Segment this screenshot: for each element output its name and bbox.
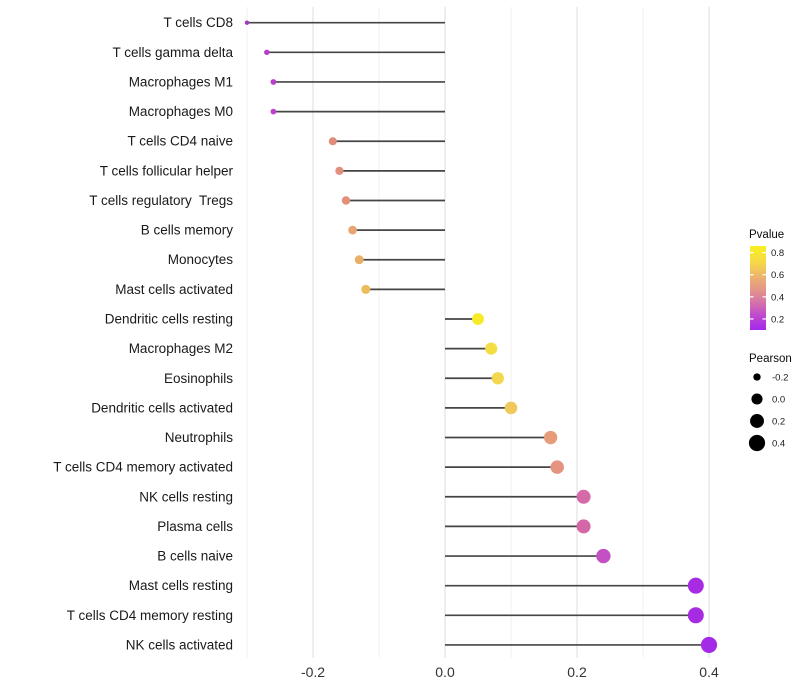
lollipop-dot — [485, 342, 498, 355]
row-label: NK cells activated — [126, 637, 233, 652]
grid-lines — [246, 7, 710, 658]
row-label: NK cells resting — [139, 489, 233, 504]
row-label: Macrophages M0 — [129, 104, 233, 119]
lollipop-dot — [700, 636, 718, 654]
row-label: Plasma cells — [157, 519, 233, 534]
row-label: T cells CD4 naive — [127, 134, 233, 149]
lollipop-dot — [687, 577, 704, 594]
x-tick-label: 0.2 — [567, 664, 587, 680]
lollipop-dot — [264, 49, 270, 56]
lollipop-dot — [328, 137, 337, 146]
row-label: B cells naive — [157, 549, 233, 564]
lollipop-dot — [270, 79, 277, 85]
pearson-legend-items: -0.2 0.0 0.2 0.4 — [748, 373, 788, 452]
row-label: Monocytes — [168, 252, 234, 267]
row-label: Macrophages M1 — [129, 74, 233, 89]
lollipop-dot — [543, 430, 558, 445]
lollipop-dot — [596, 548, 611, 564]
row-label: T cells regulatory Tregs — [89, 193, 233, 208]
row-label: T cells follicular helper — [100, 163, 234, 178]
lollipop-dot — [550, 460, 564, 474]
lollipop-dot — [335, 166, 344, 175]
row-label: Dendritic cells resting — [105, 312, 233, 327]
pearson-legend-label: 0.0 — [772, 395, 785, 406]
pvalue-colorbar — [750, 246, 766, 330]
pearson-legend-label: 0.2 — [772, 417, 785, 428]
row-label: T cells gamma delta — [112, 45, 233, 60]
pearson-legend-dot — [753, 373, 761, 381]
lollipop-dot — [270, 108, 277, 115]
lollipop-dot — [576, 519, 591, 534]
pearson-legend-dot — [748, 434, 766, 452]
pvalue-tick-label: 0.6 — [771, 270, 784, 281]
pearson-legend-dot — [750, 414, 764, 428]
row-label: Mast cells resting — [129, 578, 233, 593]
lollipop-dot — [348, 225, 357, 235]
pearson-legend-label: -0.2 — [772, 373, 788, 384]
row-label: Dendritic cells activated — [91, 400, 233, 415]
lollipop-dot — [576, 489, 591, 504]
x-tick-label: 0.0 — [435, 664, 455, 680]
pvalue-tick-label: 0.8 — [771, 248, 784, 259]
row-label: T cells CD4 memory activated — [53, 460, 233, 475]
pvalue-colorbar-ticks: 0.8 0.6 0.4 0.2 — [750, 248, 784, 325]
row-label: Macrophages M2 — [129, 341, 233, 356]
pearson-legend-dot — [751, 393, 763, 405]
row-label: B cells memory — [141, 223, 234, 238]
pearson-legend: Pearson -0.2 0.0 0.2 0.4 — [748, 353, 792, 452]
row-label: Eosinophils — [164, 371, 233, 386]
lollipop-dot — [491, 372, 504, 385]
pearson-legend-title: Pearson — [749, 353, 792, 365]
pvalue-tick-label: 0.4 — [771, 292, 784, 303]
lollipop-dot — [341, 196, 351, 205]
pvalue-legend-title: Pvalue — [749, 229, 784, 241]
pvalue-legend: Pvalue 0.8 0.6 0.4 0.2 — [749, 229, 784, 330]
x-axis: -0.2 0.0 0.2 0.4 — [301, 664, 719, 680]
lollipop-dot — [504, 401, 518, 415]
row-label: Neutrophils — [165, 430, 234, 445]
lollipop-dot — [354, 255, 364, 265]
row-label: T cells CD8 — [163, 15, 233, 30]
row-label: T cells CD4 memory resting — [67, 608, 233, 623]
pearson-legend-label: 0.4 — [772, 439, 785, 450]
lollipop-dot — [472, 313, 484, 325]
x-tick-label: 0.4 — [699, 664, 719, 680]
x-tick-label: -0.2 — [301, 664, 325, 680]
lollipop-dot — [244, 20, 250, 25]
pvalue-tick-label: 0.2 — [771, 314, 784, 325]
lollipop-rows: T cells CD8 T cells gamma delta Macrophage… — [53, 15, 718, 654]
row-label: Mast cells activated — [115, 282, 233, 297]
lollipop-dot — [687, 607, 704, 624]
lollipop-dot — [361, 284, 371, 294]
